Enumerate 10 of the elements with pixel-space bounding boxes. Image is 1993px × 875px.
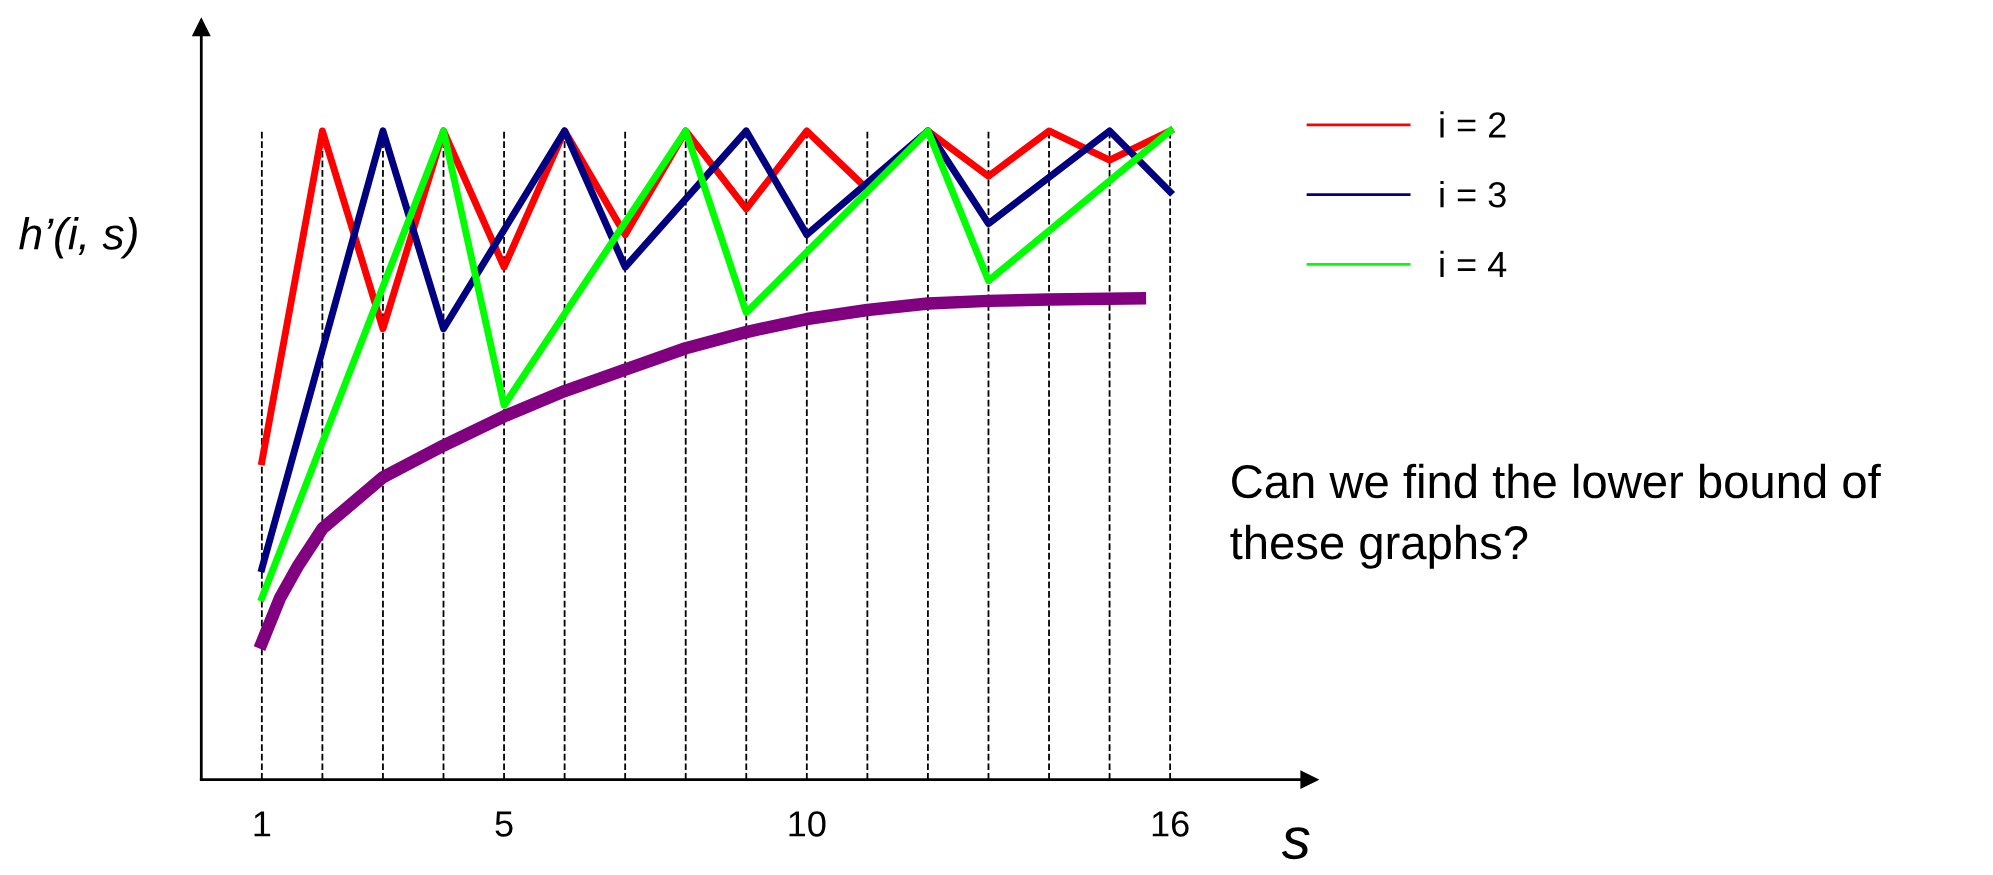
legend-label: i = 2	[1440, 111, 1506, 138]
x-tick-label: 1	[254, 811, 271, 837]
y-axis-title: h’(i, s)	[19, 217, 137, 259]
annotation: Can we find the lower bound of these graphs?	[1230, 463, 1881, 569]
x-axis-title: s	[1281, 827, 1310, 860]
x-tick-label: 10	[789, 811, 826, 837]
legend-label: i = 3	[1440, 181, 1506, 208]
x-tick-label: 5	[495, 811, 513, 837]
x-tick-label: 16	[1152, 811, 1189, 837]
legend-label: i = 4	[1440, 250, 1507, 277]
